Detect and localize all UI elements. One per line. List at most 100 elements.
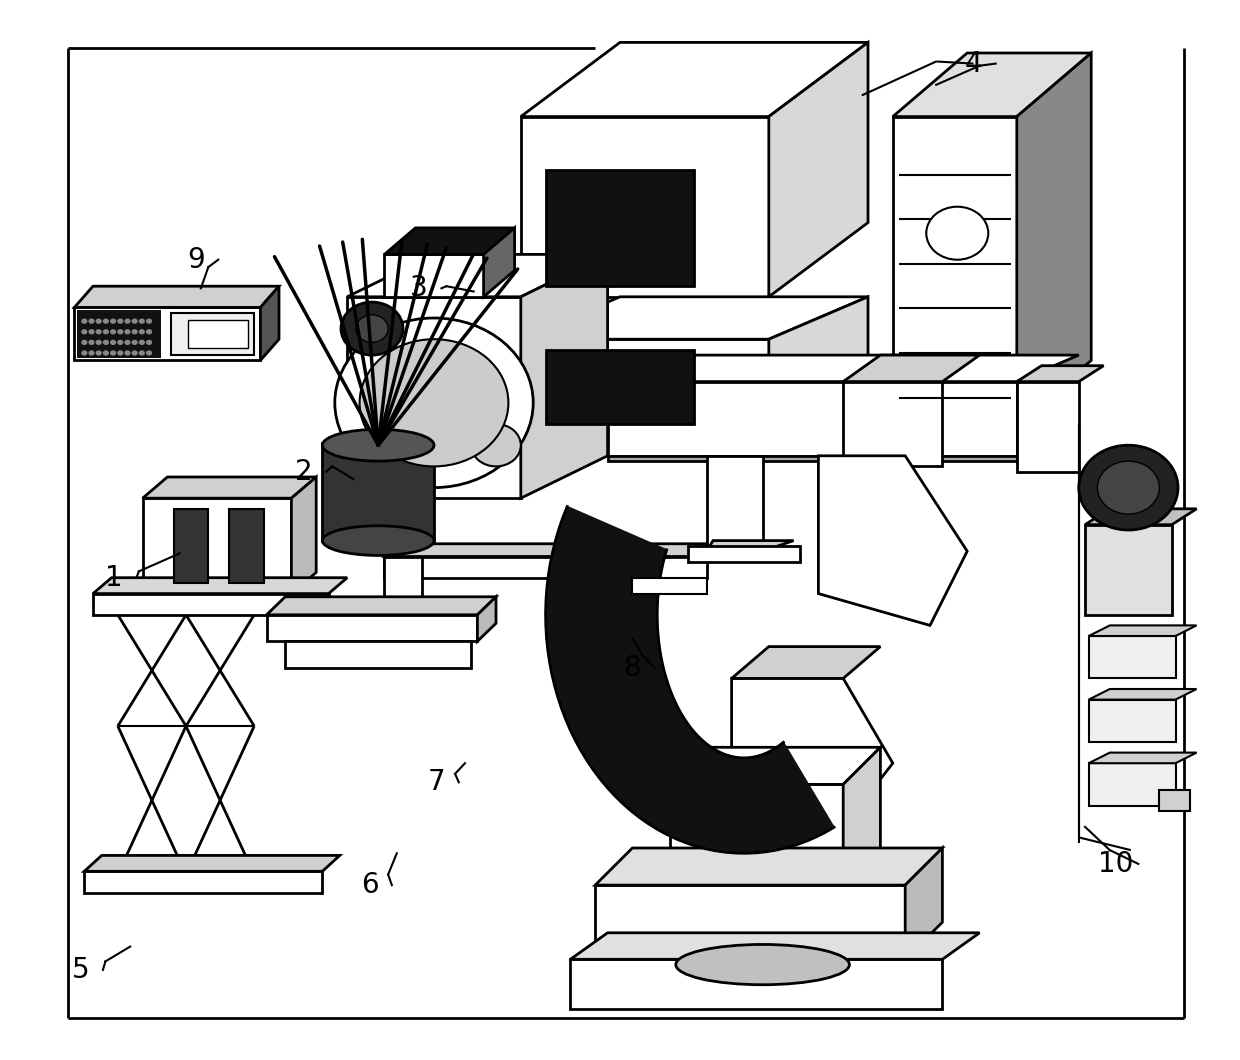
Polygon shape (188, 320, 248, 348)
Polygon shape (843, 382, 942, 466)
Polygon shape (1085, 509, 1197, 525)
Polygon shape (843, 355, 980, 382)
Polygon shape (688, 546, 800, 562)
Text: 2: 2 (295, 458, 312, 485)
Polygon shape (93, 578, 347, 594)
Circle shape (926, 207, 988, 260)
Polygon shape (143, 477, 316, 498)
Circle shape (124, 339, 130, 346)
Circle shape (82, 350, 87, 355)
Circle shape (103, 350, 109, 355)
Polygon shape (769, 42, 868, 297)
Polygon shape (384, 254, 484, 297)
Circle shape (146, 318, 153, 323)
Polygon shape (384, 556, 422, 636)
Polygon shape (732, 678, 893, 827)
Circle shape (103, 329, 109, 335)
Polygon shape (608, 456, 1017, 461)
Circle shape (139, 350, 145, 355)
Polygon shape (1017, 366, 1104, 382)
Polygon shape (77, 310, 161, 358)
Polygon shape (818, 456, 967, 625)
Polygon shape (521, 339, 769, 435)
Polygon shape (1089, 689, 1197, 700)
Circle shape (82, 339, 87, 346)
Polygon shape (267, 615, 477, 641)
Polygon shape (707, 456, 763, 551)
Polygon shape (732, 647, 880, 678)
Polygon shape (608, 382, 1017, 456)
Polygon shape (1017, 53, 1091, 424)
Polygon shape (595, 848, 942, 885)
Polygon shape (229, 509, 264, 583)
Polygon shape (384, 556, 707, 578)
Polygon shape (1089, 636, 1176, 678)
Circle shape (117, 339, 123, 346)
Polygon shape (84, 871, 322, 893)
Polygon shape (291, 477, 316, 594)
Polygon shape (347, 297, 521, 498)
Polygon shape (670, 784, 843, 885)
Polygon shape (570, 959, 942, 1009)
Polygon shape (143, 498, 291, 594)
Polygon shape (905, 848, 942, 959)
Text: 8: 8 (624, 654, 641, 682)
Polygon shape (1089, 753, 1197, 763)
Text: 4: 4 (965, 50, 982, 77)
Circle shape (139, 318, 145, 323)
Polygon shape (74, 286, 279, 307)
Polygon shape (484, 228, 515, 297)
Polygon shape (843, 747, 880, 885)
Circle shape (131, 350, 138, 355)
Polygon shape (260, 286, 279, 360)
Polygon shape (171, 313, 254, 355)
Circle shape (341, 302, 403, 355)
Polygon shape (521, 254, 608, 498)
Circle shape (471, 424, 521, 466)
Polygon shape (521, 42, 868, 117)
Text: 9: 9 (187, 246, 205, 273)
Polygon shape (893, 53, 1091, 117)
Circle shape (131, 318, 138, 323)
Circle shape (360, 339, 508, 466)
Polygon shape (546, 507, 835, 853)
Circle shape (88, 350, 94, 355)
Circle shape (88, 339, 94, 346)
Circle shape (131, 329, 138, 335)
Circle shape (82, 329, 87, 335)
Text: 1: 1 (105, 564, 123, 591)
Text: 10: 10 (1099, 850, 1133, 878)
Circle shape (117, 350, 123, 355)
Circle shape (110, 329, 117, 335)
Polygon shape (1085, 525, 1172, 615)
Circle shape (131, 339, 138, 346)
Circle shape (110, 350, 117, 355)
Circle shape (335, 318, 533, 488)
Circle shape (124, 318, 130, 323)
Polygon shape (769, 297, 868, 435)
Circle shape (117, 329, 123, 335)
Circle shape (110, 339, 117, 346)
Circle shape (103, 318, 109, 323)
Circle shape (95, 350, 102, 355)
Text: 7: 7 (428, 768, 445, 796)
Polygon shape (384, 228, 515, 254)
Polygon shape (632, 578, 707, 594)
Circle shape (139, 329, 145, 335)
Circle shape (146, 339, 153, 346)
Polygon shape (707, 541, 794, 551)
Circle shape (146, 329, 153, 335)
Circle shape (124, 350, 130, 355)
Circle shape (95, 329, 102, 335)
Ellipse shape (676, 944, 849, 985)
Circle shape (1079, 445, 1178, 530)
Circle shape (117, 318, 123, 323)
Polygon shape (384, 544, 719, 556)
Circle shape (82, 318, 87, 323)
Polygon shape (546, 170, 694, 286)
Polygon shape (570, 933, 980, 959)
Ellipse shape (322, 429, 434, 461)
Polygon shape (347, 254, 608, 297)
Circle shape (356, 315, 388, 342)
Polygon shape (1089, 763, 1176, 806)
